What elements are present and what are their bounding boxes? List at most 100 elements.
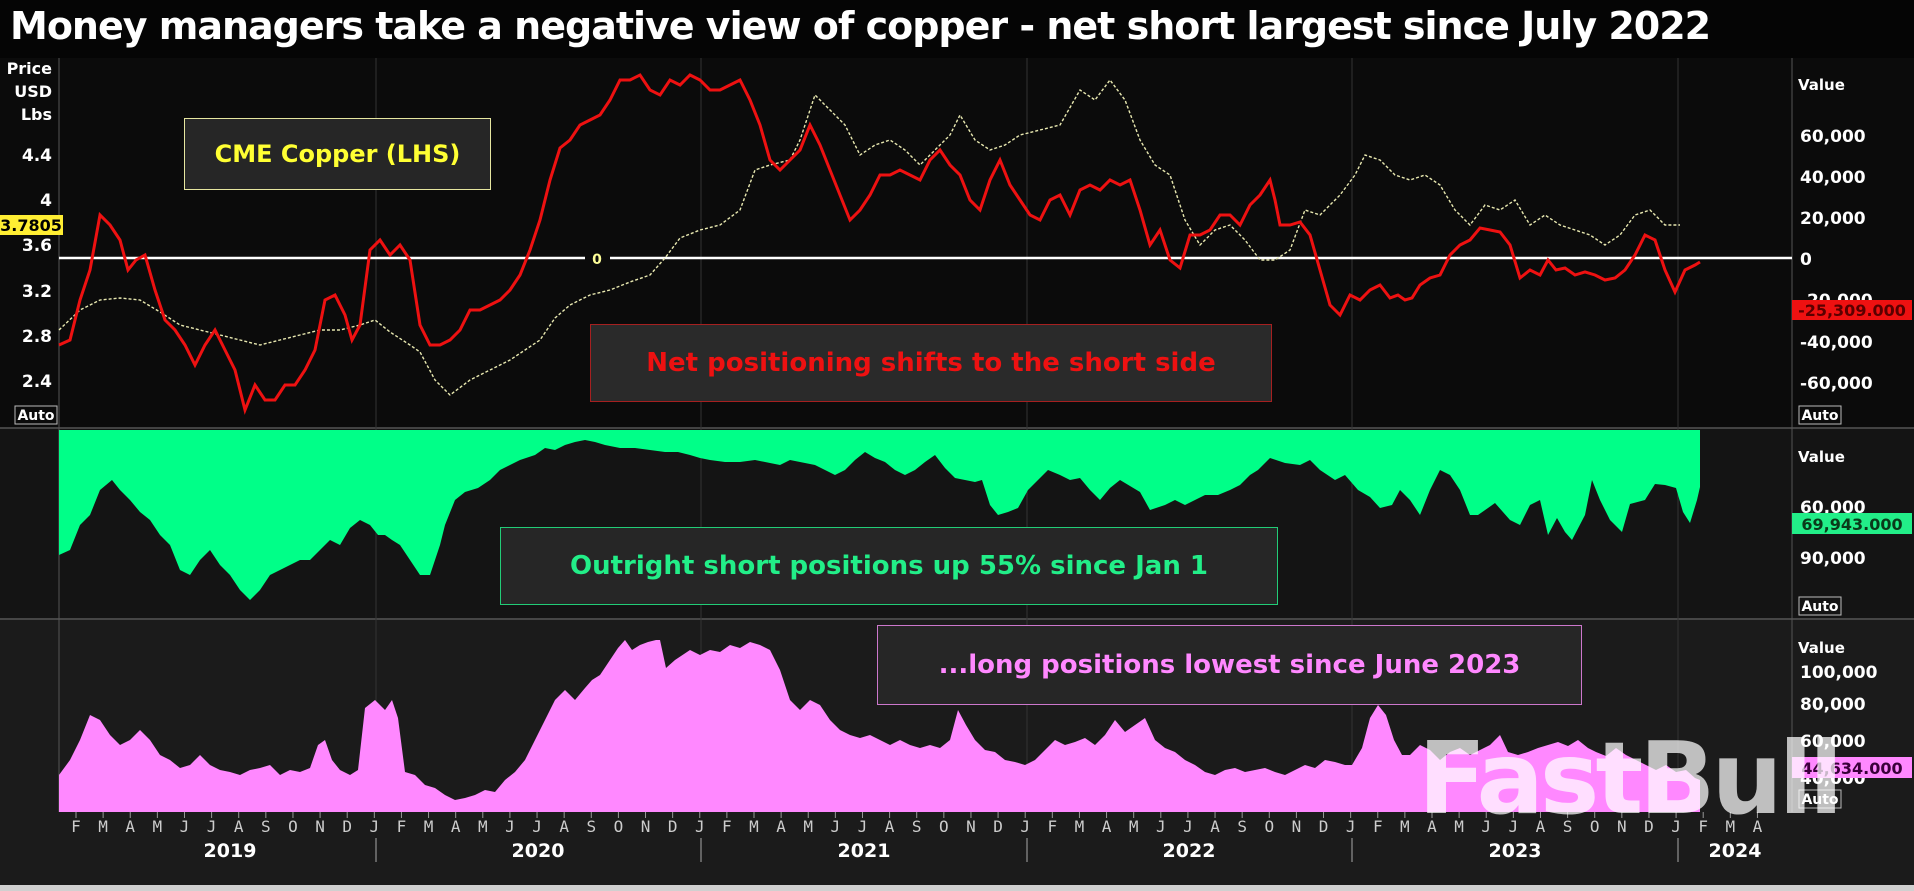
- month-label: D: [1644, 817, 1654, 836]
- month-label: N: [1292, 817, 1302, 836]
- right-axis-title: Value: [1798, 639, 1845, 657]
- month-label: S: [261, 817, 271, 836]
- left-axis-title-1: Price: [7, 59, 53, 78]
- left-axis: Price USD Lbs 4.4 4 3.6 3.2 2.8 2.4 3.78…: [0, 59, 63, 425]
- current-net-value: -25,309.000: [1798, 301, 1906, 320]
- month-label: F: [1047, 817, 1057, 836]
- current-price-badge: [0, 215, 63, 235]
- month-label: J: [1156, 817, 1166, 836]
- right-tick: 0: [1800, 250, 1812, 270]
- bottom-border: [0, 885, 1914, 891]
- right-axis-panel-2: Value 60,000 90,000 69,943.000 Auto: [1792, 448, 1912, 616]
- right-tick: 60,000: [1800, 732, 1866, 752]
- right-tick: -40,000: [1800, 333, 1873, 353]
- right-tick: 90,000: [1800, 549, 1866, 569]
- current-net-badge: [1792, 300, 1912, 320]
- month-label: J: [207, 817, 217, 836]
- month-label: F: [1698, 817, 1708, 836]
- month-label: A: [451, 817, 461, 836]
- month-label: A: [234, 817, 244, 836]
- left-auto-label: Auto: [17, 408, 54, 424]
- right-tick: 20,000: [1800, 209, 1866, 229]
- month-label: J: [695, 817, 705, 836]
- left-axis-title-3: Lbs: [21, 105, 52, 124]
- month-label: J: [1346, 817, 1356, 836]
- month-label: A: [885, 817, 895, 836]
- month-label: A: [559, 817, 569, 836]
- right-auto-label: Auto: [1801, 599, 1838, 615]
- right-tick: 100,000: [1800, 663, 1878, 683]
- right-tick: 60,000: [1800, 127, 1866, 147]
- right-tick: 40,000: [1800, 168, 1866, 188]
- month-label: S: [1563, 817, 1573, 836]
- left-tick: 4: [40, 191, 52, 211]
- month-label: D: [342, 817, 352, 836]
- month-label: D: [993, 817, 1003, 836]
- long-positions-area: [59, 640, 1700, 812]
- month-label: A: [1210, 817, 1220, 836]
- month-label: F: [71, 817, 81, 836]
- month-label: J: [505, 817, 515, 836]
- month-label: A: [1427, 817, 1437, 836]
- month-label: A: [125, 817, 135, 836]
- month-label: A: [1753, 817, 1763, 836]
- annotation-short-text: Outright short positions up 55% since Ja…: [570, 551, 1208, 581]
- right-tick: -60,000: [1800, 374, 1873, 394]
- month-label: D: [1319, 817, 1329, 836]
- month-label: S: [586, 817, 596, 836]
- month-label: J: [1020, 817, 1030, 836]
- month-label: M: [803, 817, 813, 836]
- month-label: O: [288, 817, 298, 836]
- year-label: 2021: [838, 840, 891, 862]
- month-label: M: [98, 817, 108, 836]
- right-auto-button[interactable]: [1798, 596, 1842, 616]
- month-label: A: [776, 817, 786, 836]
- x-axis-years: 2019 2020 2021 2022 2023 2024: [204, 838, 1762, 862]
- month-label: J: [532, 817, 542, 836]
- current-price-value: 3.7805: [0, 216, 62, 235]
- left-auto-button[interactable]: [14, 405, 58, 425]
- annotation-copper-text: CME Copper (LHS): [214, 140, 461, 168]
- month-label: J: [831, 817, 841, 836]
- right-auto-label: Auto: [1801, 792, 1838, 808]
- left-tick: 4.4: [22, 146, 52, 166]
- year-label: 2023: [1489, 840, 1542, 862]
- left-tick: 2.8: [22, 327, 52, 347]
- year-label: 2024: [1709, 840, 1762, 862]
- left-tick: 3.2: [22, 282, 52, 302]
- month-label: F: [397, 817, 407, 836]
- right-auto-button[interactable]: [1798, 405, 1842, 425]
- chart-title: Money managers take a negative view of c…: [10, 4, 1711, 48]
- month-label: O: [939, 817, 949, 836]
- month-label: S: [1237, 817, 1247, 836]
- month-label: N: [1617, 817, 1627, 836]
- month-label: J: [858, 817, 868, 836]
- watermark-logo: FastBull: [1418, 720, 1843, 837]
- title-bar: [0, 0, 1914, 58]
- month-label: O: [1264, 817, 1274, 836]
- month-label: J: [1183, 817, 1193, 836]
- annotation-long: ...long positions lowest since June 2023: [877, 625, 1582, 705]
- month-label: J: [1509, 817, 1519, 836]
- year-label: 2022: [1163, 840, 1216, 862]
- left-axis-title-2: USD: [14, 82, 52, 101]
- month-label: M: [478, 817, 488, 836]
- month-label: N: [315, 817, 325, 836]
- right-axis-panel-1: Value 60,000 40,000 20,000 0 -20,000 -40…: [1792, 76, 1912, 425]
- month-label: N: [966, 817, 976, 836]
- month-label: J: [369, 817, 379, 836]
- right-auto-button[interactable]: [1798, 789, 1842, 809]
- right-axis-title: Value: [1798, 448, 1845, 466]
- net-positioning-series: [58, 73, 1701, 415]
- month-label: N: [641, 817, 651, 836]
- month-label: J: [1671, 817, 1681, 836]
- month-label: M: [1400, 817, 1410, 836]
- current-short-value: 69,943.000: [1801, 515, 1902, 534]
- right-tick: 80,000: [1800, 695, 1866, 715]
- annotation-net-text: Net positioning shifts to the short side: [646, 348, 1216, 378]
- annotation-net: Net positioning shifts to the short side: [590, 324, 1272, 402]
- month-label: J: [1481, 817, 1491, 836]
- month-label: M: [1075, 817, 1085, 836]
